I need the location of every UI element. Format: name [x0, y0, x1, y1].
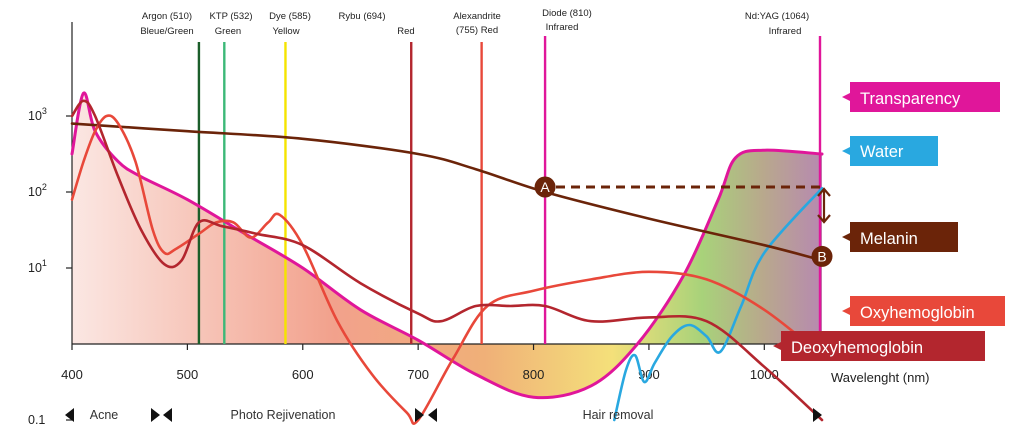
- laser-name-label: Alexandrite: [453, 11, 501, 22]
- x-tick-label: 600: [292, 367, 314, 382]
- legend-label: Deoxyhemoglobin: [791, 339, 923, 357]
- arrow-right-icon: [415, 408, 424, 422]
- treatment-zone-label: Hair removal: [583, 408, 654, 422]
- laser-name-label: Dye (585): [269, 11, 311, 22]
- x-tick-label: 700: [407, 367, 429, 382]
- x-axis-title: Wavelenght (nm): [831, 370, 930, 385]
- series-line: [70, 114, 824, 425]
- arrow-left-icon: [65, 408, 74, 422]
- legend-tag: [842, 136, 938, 166]
- points-of-interest: AB: [534, 176, 833, 267]
- laser-sub-label: Infrared: [769, 26, 802, 37]
- point-label: A: [540, 179, 550, 195]
- y-tick-label: 101: [28, 258, 47, 275]
- laser-name-label: KTP (532): [209, 11, 252, 22]
- arrow-right-icon: [813, 408, 822, 422]
- arrow-left-icon: [428, 408, 437, 422]
- series-line: [613, 186, 824, 422]
- legend-label: Water: [860, 143, 904, 161]
- x-tick-label: 400: [61, 367, 83, 382]
- legend-tag: [773, 331, 985, 361]
- laser-sub-label: Infrared: [546, 22, 579, 33]
- laser-sub-label: Bleue/Green: [140, 26, 193, 37]
- point-label: B: [817, 248, 826, 264]
- laser-sub-label: Green: [215, 26, 241, 37]
- legend: Transparency Water Melanin Oxyhemoglobin Deo…: [773, 82, 1005, 361]
- legend-label: Melanin: [860, 230, 918, 248]
- x-tick-label: 500: [177, 367, 199, 382]
- x-tick-label: 1000: [750, 367, 779, 382]
- axes: Wavelenght (nm) 400 500 600 700 800 900 10000.…: [28, 22, 930, 427]
- treatment-zone-label: Photo Rejivenation: [231, 408, 336, 422]
- series-lines: [70, 91, 824, 425]
- treatment-zone-label: Acne: [90, 408, 119, 422]
- laser-name-label: Diode (810): [542, 8, 592, 19]
- legend-label: Transparency: [860, 90, 961, 108]
- laser-name-label: Nd:YAG (1064): [745, 11, 809, 22]
- series-line: [70, 122, 824, 262]
- y-tick-label: 0.1: [28, 413, 45, 427]
- series-line: [70, 99, 824, 422]
- legend-tag: [842, 296, 1005, 326]
- legend-tag: [842, 222, 958, 252]
- x-tick-label: 800: [523, 367, 545, 382]
- point-marker: [811, 245, 833, 267]
- legend-tag: [842, 82, 1000, 112]
- series-line: [70, 91, 824, 400]
- transparency-area-fill: [72, 92, 822, 398]
- laser-sub-label: Yellow: [272, 26, 299, 37]
- legend-label: Oxyhemoglobin: [860, 304, 975, 322]
- y-tick-label: 102: [28, 182, 47, 199]
- laser-lines: Argon (510) Bleue/Green KTP (532) Green Dye …: [140, 8, 822, 344]
- double-arrow-icon: [817, 187, 831, 224]
- arrow-left-icon: [163, 408, 172, 422]
- laser-name-label: Rybu (694): [339, 11, 386, 22]
- laser-sub-label: (755) Red: [456, 25, 498, 36]
- transparency-area: [72, 92, 822, 398]
- laser-sub-label: Red: [397, 26, 414, 37]
- y-tick-label: 103: [28, 106, 47, 123]
- treatment-zones: Acne Photo Rejivenation Hair removal: [65, 408, 822, 422]
- point-marker: [534, 176, 556, 198]
- laser-name-label: Argon (510): [142, 11, 192, 22]
- arrow-right-icon: [151, 408, 160, 422]
